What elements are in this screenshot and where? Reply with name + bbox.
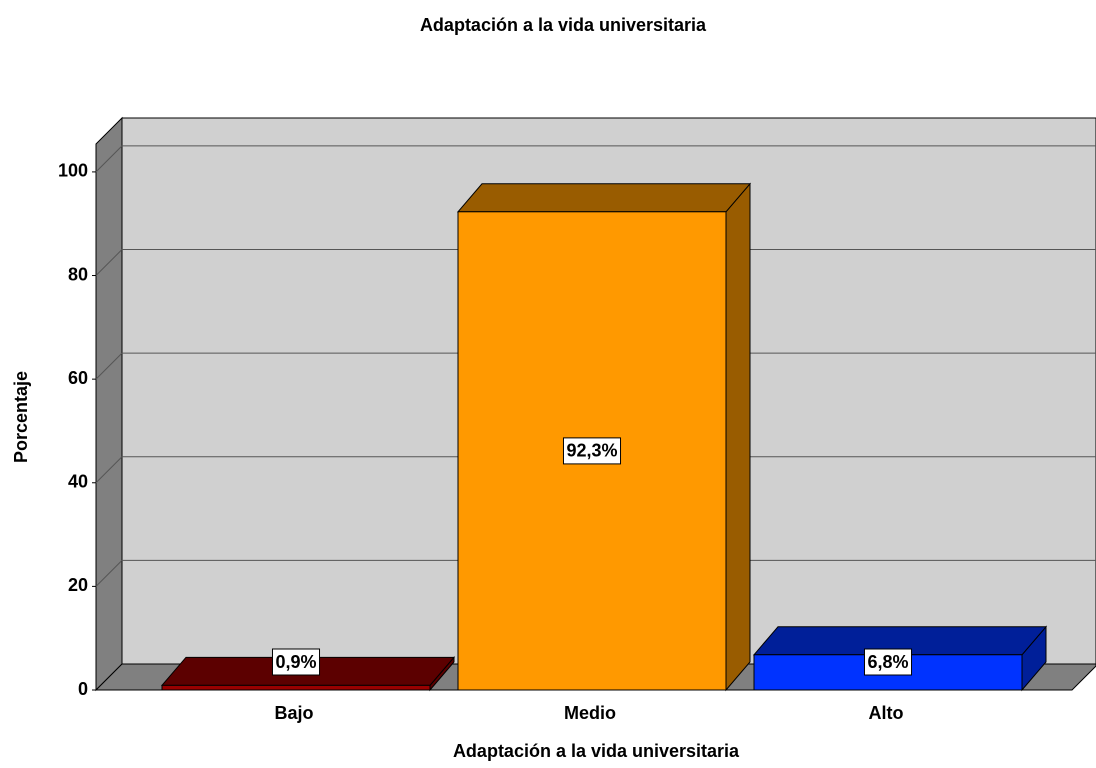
chart-title: Adaptación a la vida universitaria (420, 15, 707, 35)
side-wall (95, 116, 123, 692)
data-label-box (271, 648, 321, 676)
data-label: 92,3% (562, 437, 622, 465)
y-tick-label: 60 (68, 368, 88, 388)
grid-line (95, 249, 123, 276)
grid-line (95, 456, 123, 484)
x-tick-label: Medio (564, 703, 616, 723)
y-axis-label: Porcentaje (11, 371, 31, 463)
x-tick-label: Alto (869, 703, 904, 723)
x-axis-label: Adaptación a la vida universitaria (453, 741, 740, 761)
bar-side (725, 182, 751, 692)
data-label-text: 92,3% (566, 441, 617, 461)
bar-top (456, 183, 752, 213)
data-label-text: 0,9% (275, 652, 316, 672)
bar (161, 684, 431, 691)
y-tick-label: 40 (68, 472, 88, 492)
data-label-text: 6,8% (867, 652, 908, 672)
data-label-box (562, 437, 622, 465)
data-label: 6,8% (863, 648, 913, 676)
y-tick-label: 20 (68, 575, 88, 595)
data-label: 0,9% (271, 648, 321, 676)
x-tick-label: Bajo (274, 703, 313, 723)
data-label-box (863, 648, 913, 676)
y-tick-label: 0 (78, 679, 88, 699)
y-tick-label: 100 (58, 161, 88, 181)
grid-line (95, 145, 123, 173)
grid-line (95, 560, 123, 587)
grid-line (95, 352, 123, 380)
y-tick-label: 80 (68, 264, 88, 284)
